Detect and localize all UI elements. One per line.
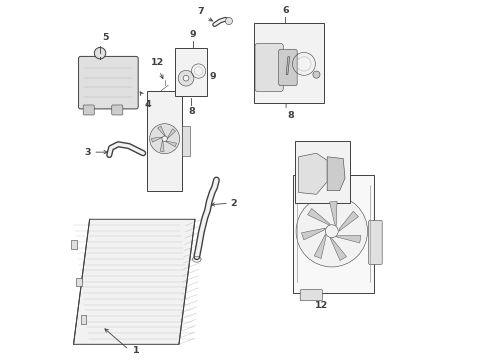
Bar [76, 278, 81, 286]
Circle shape [162, 136, 167, 141]
Text: 3: 3 [84, 148, 91, 157]
FancyBboxPatch shape [83, 105, 94, 115]
Bar [254, 23, 323, 103]
Bar [295, 141, 350, 203]
Circle shape [95, 48, 106, 59]
Polygon shape [158, 126, 166, 136]
Bar [147, 91, 182, 191]
Bar [72, 240, 77, 249]
Polygon shape [286, 57, 290, 75]
Bar [182, 126, 190, 156]
Polygon shape [151, 137, 163, 142]
Polygon shape [298, 153, 327, 194]
FancyBboxPatch shape [112, 105, 123, 115]
Text: 8: 8 [288, 111, 294, 120]
Polygon shape [330, 201, 337, 226]
Circle shape [225, 18, 232, 24]
Bar [81, 315, 86, 324]
Polygon shape [308, 208, 330, 224]
Polygon shape [330, 238, 346, 260]
Text: 2: 2 [231, 199, 237, 208]
Bar [293, 175, 373, 293]
FancyBboxPatch shape [300, 290, 322, 301]
Polygon shape [314, 234, 326, 258]
FancyBboxPatch shape [255, 44, 283, 91]
Circle shape [296, 195, 368, 267]
Polygon shape [167, 129, 175, 139]
Text: 8: 8 [188, 108, 195, 117]
Bar [175, 48, 207, 96]
Polygon shape [74, 219, 195, 344]
Text: 10: 10 [316, 216, 329, 225]
Circle shape [149, 124, 180, 154]
Text: 4: 4 [145, 100, 151, 109]
Polygon shape [160, 140, 164, 152]
Text: 11: 11 [321, 210, 334, 219]
Text: 7: 7 [197, 8, 204, 17]
Circle shape [325, 225, 338, 238]
Circle shape [313, 71, 320, 78]
FancyBboxPatch shape [368, 220, 382, 265]
Circle shape [183, 75, 189, 81]
Polygon shape [336, 235, 361, 243]
Polygon shape [301, 228, 325, 240]
Polygon shape [166, 141, 176, 147]
Circle shape [178, 70, 194, 86]
FancyBboxPatch shape [279, 49, 297, 86]
Text: 9: 9 [209, 72, 216, 81]
Text: 5: 5 [102, 33, 108, 42]
Text: 12: 12 [151, 58, 164, 67]
Text: 9: 9 [190, 30, 196, 39]
Polygon shape [327, 157, 345, 191]
FancyBboxPatch shape [300, 166, 322, 177]
FancyBboxPatch shape [78, 57, 138, 109]
Text: 1: 1 [132, 346, 139, 355]
Text: 12: 12 [315, 301, 328, 310]
Polygon shape [339, 211, 359, 231]
Text: 6: 6 [282, 6, 289, 15]
